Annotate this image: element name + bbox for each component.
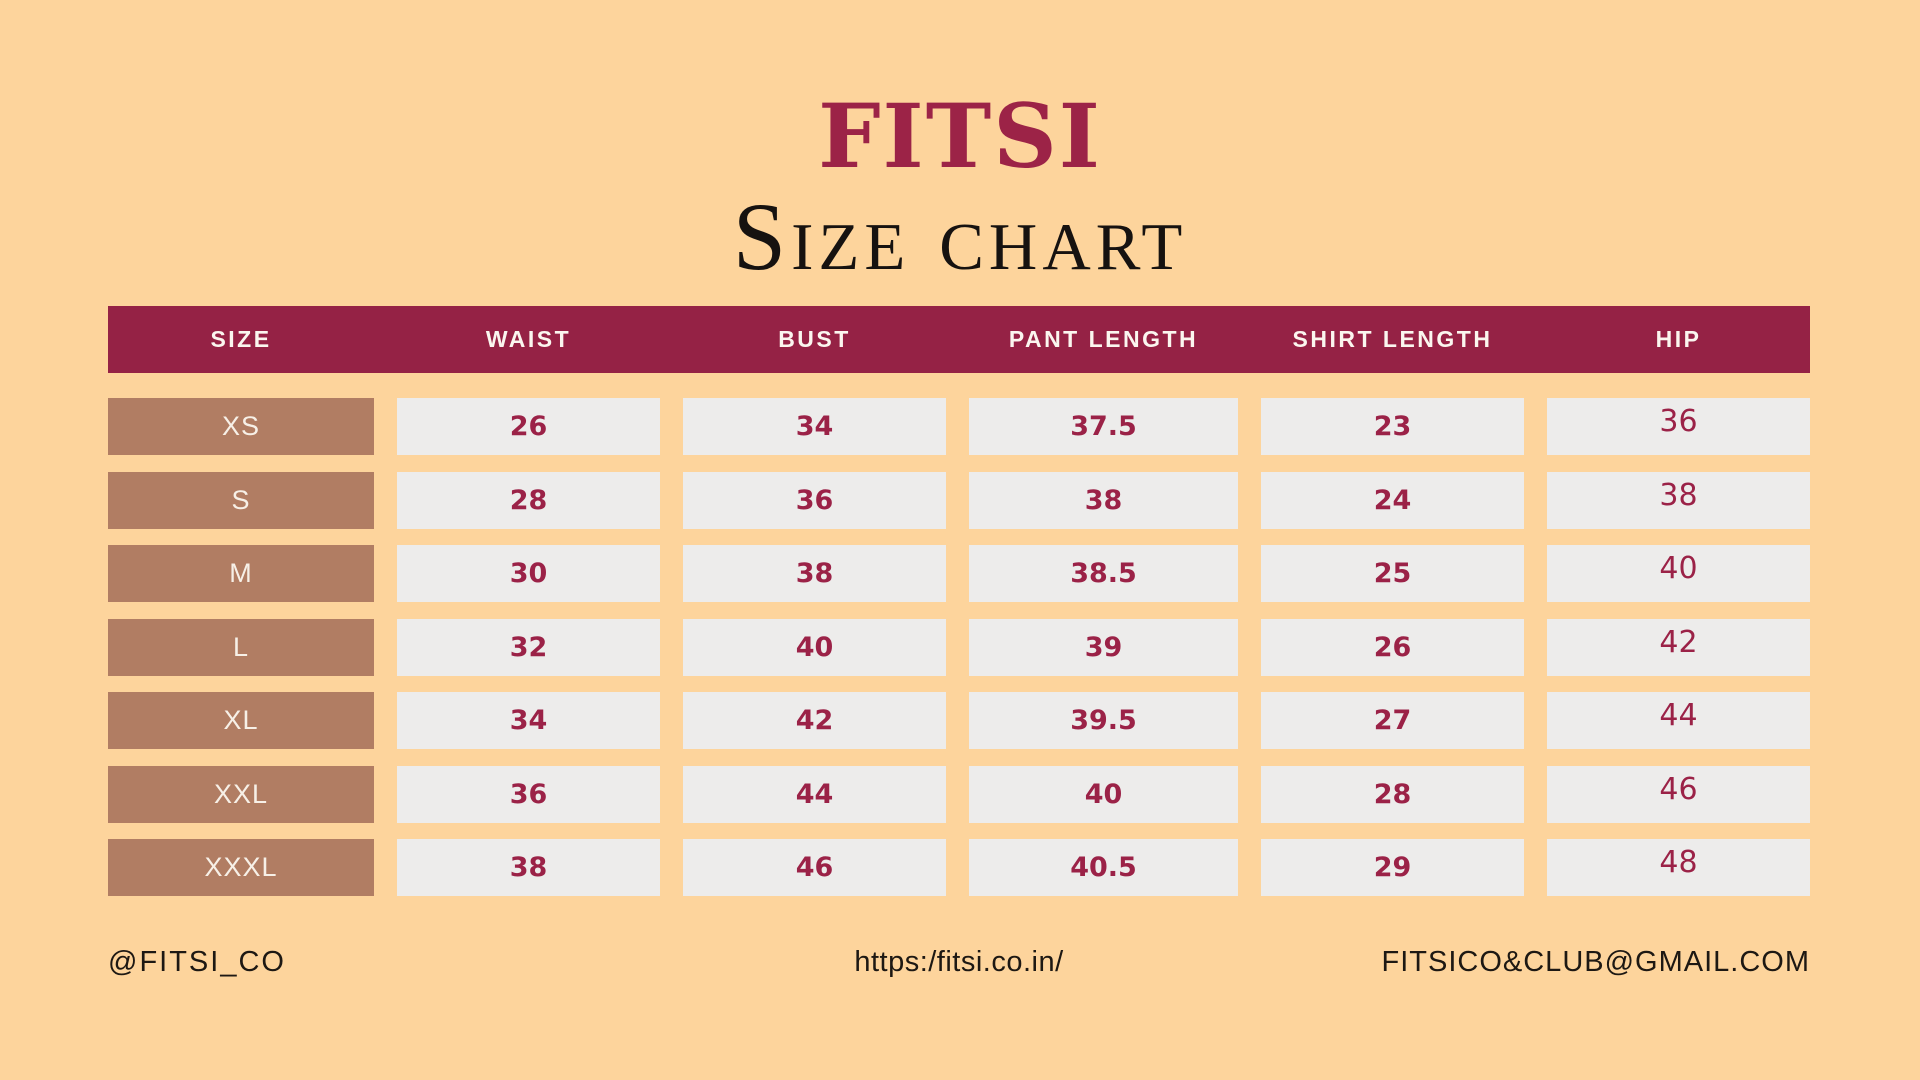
bust-value-cell: 44	[683, 765, 946, 823]
column-header-pant-length: PANT LENGTH	[1008, 326, 1199, 352]
pant-length-value-cell: 39.5	[969, 692, 1238, 749]
waist-value-cell: 32	[397, 618, 660, 676]
hip-value-cell: 38	[1547, 471, 1810, 529]
table-body: XS 26 34 37.5 23 36 S 28 36 38 24 38 M 3…	[108, 398, 1810, 896]
waist-value-cell: 38	[397, 839, 660, 896]
table-row-xs: XS 26 34 37.5 23 36	[108, 398, 1810, 455]
social-handle: @FITSI_CO	[108, 945, 286, 978]
footer: @FITSI_CO https:/fitsi.co.in/ FITSICO&CL…	[108, 944, 1810, 980]
pant-length-value-cell: 39	[969, 618, 1238, 676]
table-row-xxl: XXL 36 44 40 28 46	[108, 765, 1810, 823]
size-label-cell: XL	[108, 692, 374, 749]
size-label-cell: S	[108, 471, 374, 529]
shirt-length-value-cell: 26	[1261, 618, 1524, 676]
pant-length-value-cell: 38.5	[969, 545, 1238, 602]
size-label-cell: XXXL	[108, 839, 374, 896]
pant-length-value-cell: 37.5	[969, 398, 1238, 455]
column-header-waist: WAIST	[485, 326, 572, 352]
page-title: Size chart	[732, 183, 1188, 290]
pant-length-value-cell: 40.5	[969, 839, 1238, 896]
waist-value-cell: 26	[397, 398, 660, 455]
table-row-l: L 32 40 39 26 42	[108, 618, 1810, 676]
shirt-length-value-cell: 24	[1261, 471, 1524, 529]
brand-title: FITSI	[818, 84, 1102, 188]
size-label-cell: XS	[108, 398, 374, 455]
size-label-cell: M	[108, 545, 374, 602]
table-row-m: M 30 38 38.5 25 40	[108, 545, 1810, 602]
column-header-bust: BUST	[778, 326, 851, 352]
hip-value-cell: 48	[1547, 839, 1810, 896]
table-header-bar: SIZE WAIST BUST PANT LENGTH SHIRT LENGTH…	[108, 306, 1810, 373]
table-row-xl: XL 34 42 39.5 27 44	[108, 692, 1810, 749]
column-header-hip: HIP	[1655, 326, 1702, 352]
pant-length-value-cell: 38	[969, 471, 1238, 529]
bust-value-cell: 46	[683, 839, 946, 896]
shirt-length-value-cell: 29	[1261, 839, 1524, 896]
shirt-length-value-cell: 23	[1261, 398, 1524, 455]
bust-value-cell: 38	[683, 545, 946, 602]
pant-length-value-cell: 40	[969, 765, 1238, 823]
waist-value-cell: 30	[397, 545, 660, 602]
bust-value-cell: 42	[683, 692, 946, 749]
email-address: FITSICO&CLUB@GMAIL.COM	[1381, 945, 1810, 978]
waist-value-cell: 36	[397, 765, 660, 823]
table-row-s: S 28 36 38 24 38	[108, 471, 1810, 529]
size-label-cell: L	[108, 618, 374, 676]
shirt-length-value-cell: 25	[1261, 545, 1524, 602]
waist-value-cell: 28	[397, 471, 660, 529]
hip-value-cell: 44	[1547, 692, 1810, 749]
bust-value-cell: 36	[683, 471, 946, 529]
shirt-length-value-cell: 28	[1261, 765, 1524, 823]
hip-value-cell: 42	[1547, 618, 1810, 676]
table-row-xxxl: XXXL 38 46 40.5 29 48	[108, 839, 1810, 896]
hip-value-cell: 46	[1547, 765, 1810, 823]
bust-value-cell: 34	[683, 398, 946, 455]
size-label-cell: XXL	[108, 765, 374, 823]
column-header-shirt-length: SHIRT LENGTH	[1292, 326, 1493, 352]
bust-value-cell: 40	[683, 618, 946, 676]
shirt-length-value-cell: 27	[1261, 692, 1524, 749]
waist-value-cell: 34	[397, 692, 660, 749]
hip-value-cell: 40	[1547, 545, 1810, 602]
column-header-size: SIZE	[210, 326, 272, 352]
website-url: https:/fitsi.co.in/	[854, 945, 1064, 978]
hip-value-cell: 36	[1547, 398, 1810, 455]
